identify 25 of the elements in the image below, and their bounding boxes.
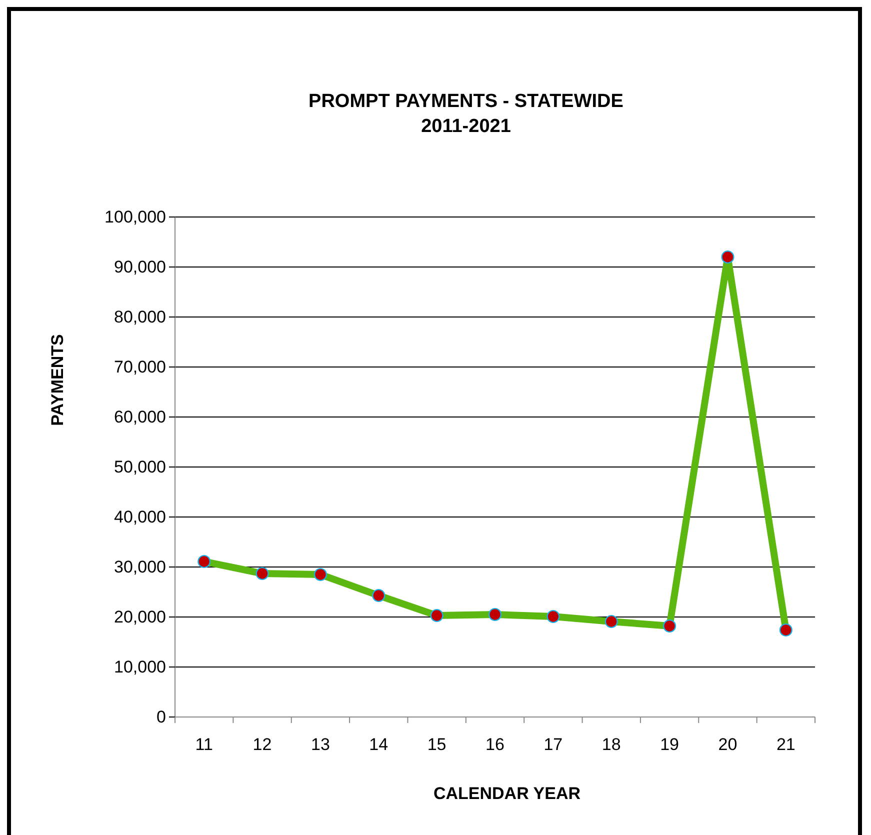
x-tick-label: 20 [718,735,738,754]
x-tick-label: 18 [602,735,621,754]
x-tick-label: 11 [195,735,213,754]
x-tick-label: 15 [427,735,446,754]
y-axis-title: PAYMENTS [48,334,67,426]
y-tick-label: 10,000 [114,657,166,676]
x-tick-label: 14 [369,735,388,754]
x-axis-title: CALENDAR YEAR [433,784,581,803]
x-tick-label: 12 [252,735,272,754]
x-tick-label: 21 [776,735,796,754]
y-tick-label: 40,000 [114,507,166,526]
y-tick-label: 100,000 [104,207,166,226]
chart-title: PROMPT PAYMENTS - STATEWIDE 2011-2021 [308,91,624,137]
y-tick-label: 60,000 [114,407,166,426]
x-tick-label: 19 [660,735,680,754]
y-tick-label: 80,000 [114,307,166,326]
y-tick-label: 90,000 [114,257,166,276]
y-tick-label: 30,000 [114,557,166,576]
y-tick-label: 20,000 [114,607,166,626]
x-tick-label: 16 [486,735,504,754]
y-tick-label: 0 [156,707,166,726]
x-tick-label: 13 [310,735,330,754]
x-tick-label: 17 [544,735,563,754]
y-tick-label: 50,000 [114,457,166,476]
y-tick-label: 70,000 [114,357,166,376]
